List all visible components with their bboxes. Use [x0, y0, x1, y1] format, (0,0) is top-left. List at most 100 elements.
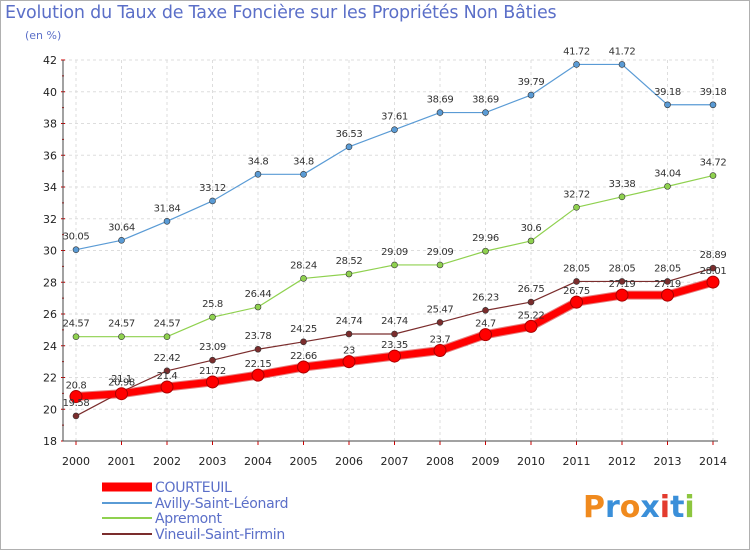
- data-label: 24.57: [154, 319, 181, 330]
- data-label: 28.01: [700, 266, 727, 277]
- data-label: 24.7: [475, 319, 496, 330]
- x-tick-label: 2006: [335, 455, 363, 468]
- data-label: 26.75: [563, 286, 590, 297]
- x-tick-label: 2007: [381, 455, 409, 468]
- data-point: [618, 61, 626, 68]
- chart-title: Evolution du Taux de Taxe Foncière sur l…: [5, 3, 557, 23]
- data-point: [209, 356, 216, 364]
- data-label: 28.05: [563, 263, 590, 274]
- data-point: [479, 328, 492, 342]
- data-label: 22.66: [290, 351, 317, 362]
- x-tick-label: 2000: [62, 455, 90, 468]
- data-point: [573, 278, 580, 285]
- data-label: 28.05: [654, 263, 681, 274]
- data-point: [436, 109, 444, 116]
- data-label: 28.52: [336, 256, 363, 267]
- data-point: [570, 295, 583, 309]
- data-label: 26.44: [245, 289, 272, 300]
- y-tick-label: 20: [43, 403, 57, 416]
- data-point: [709, 101, 717, 109]
- data-point: [300, 275, 307, 282]
- data-label: 26.23: [472, 292, 499, 303]
- data-label: 39.79: [518, 77, 545, 88]
- data-label: 21.4: [157, 371, 178, 382]
- data-point: [664, 278, 671, 285]
- data-label: 23.7: [430, 335, 451, 346]
- data-point: [342, 355, 356, 369]
- x-tick-label: 2012: [608, 455, 636, 468]
- data-point: [618, 278, 626, 285]
- data-point: [573, 204, 580, 211]
- data-label: 29.09: [381, 247, 408, 258]
- data-label: 25.22: [518, 310, 545, 321]
- data-point: [115, 387, 128, 401]
- x-tick-label: 2011: [563, 455, 591, 468]
- data-point: [709, 172, 717, 179]
- data-point: [664, 101, 671, 109]
- y-tick-label: 18: [43, 435, 57, 448]
- data-point: [709, 264, 717, 272]
- data-label: 26.75: [518, 284, 545, 295]
- legend-label: Vineuil-Saint-Firmin: [155, 527, 285, 543]
- data-point: [163, 217, 171, 225]
- data-label: 38.69: [427, 95, 454, 106]
- x-tick-label: 2010: [517, 455, 545, 468]
- y-tick-label: 42: [43, 54, 57, 67]
- x-tick-label: 2001: [108, 455, 136, 468]
- data-point: [615, 288, 629, 302]
- data-label: 22.15: [245, 359, 272, 370]
- logo-letter: i: [660, 490, 670, 525]
- data-point: [209, 197, 216, 205]
- data-point: [163, 333, 171, 341]
- data-label: 25.8: [202, 299, 223, 310]
- legend-label: Avilly-Saint-Léonard: [155, 496, 288, 512]
- data-label: 34.8: [293, 156, 314, 167]
- data-point: [72, 246, 80, 254]
- data-label: 30.05: [63, 232, 90, 243]
- data-label: 24.74: [336, 316, 363, 327]
- data-point: [72, 412, 80, 420]
- data-label: 27.19: [654, 279, 681, 290]
- y-tick-label: 38: [43, 118, 57, 131]
- data-point: [664, 183, 671, 190]
- data-label: 21.72: [199, 366, 226, 377]
- data-label: 34.04: [654, 168, 681, 179]
- data-point: [433, 344, 447, 358]
- data-point: [345, 270, 353, 278]
- y-tick-label: 34: [43, 181, 57, 194]
- data-point: [391, 261, 398, 269]
- data-label: 41.72: [609, 46, 636, 57]
- data-label: 31.84: [154, 203, 181, 214]
- data-point: [391, 126, 398, 133]
- data-point: [527, 237, 535, 245]
- data-label: 28.24: [290, 260, 317, 271]
- logo-letter: P: [583, 490, 605, 525]
- proxiti-logo: Proxiti: [583, 490, 695, 525]
- legend-label: Apremont: [155, 511, 223, 527]
- data-label: 24.25: [290, 324, 317, 335]
- data-label: 23.78: [245, 331, 272, 342]
- data-point: [436, 319, 444, 326]
- data-label: 23.09: [199, 342, 226, 353]
- data-point: [163, 367, 171, 375]
- x-tick-label: 2008: [426, 455, 454, 468]
- data-point: [524, 319, 538, 333]
- legend-label: COURTEUIL: [155, 480, 232, 496]
- data-point: [482, 247, 489, 255]
- data-label: 37.61: [381, 112, 408, 123]
- data-point: [160, 380, 174, 394]
- y-tick-label: 36: [43, 149, 57, 162]
- y-tick-label: 40: [43, 86, 57, 99]
- data-point: [254, 345, 262, 353]
- data-label: 28.89: [700, 250, 727, 261]
- data-point: [527, 91, 535, 99]
- data-point: [69, 390, 83, 404]
- data-point: [300, 171, 307, 178]
- logo-letter: i: [684, 490, 694, 525]
- data-point: [345, 330, 353, 338]
- data-label: 23.35: [381, 340, 408, 351]
- data-point: [118, 333, 125, 341]
- data-point: [527, 298, 535, 306]
- data-point: [482, 307, 489, 314]
